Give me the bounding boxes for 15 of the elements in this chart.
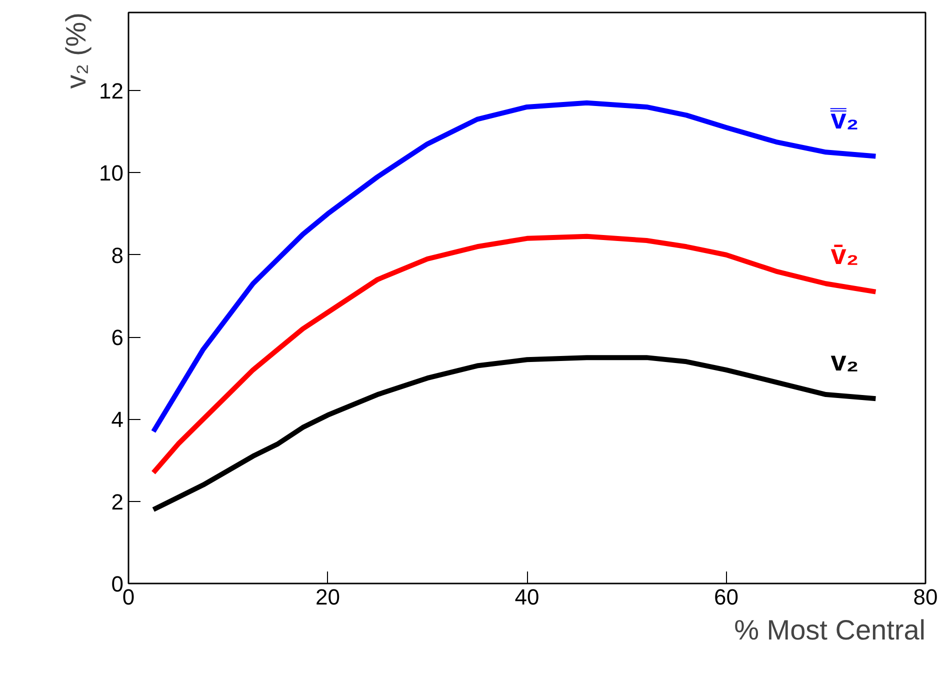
y-tick-label: 6 bbox=[111, 325, 124, 350]
y-tick-label: 2 bbox=[111, 489, 124, 514]
x-tick-label: 40 bbox=[514, 584, 540, 610]
series-label: v̿₂ bbox=[829, 103, 859, 134]
x-axis-title: % Most Central bbox=[734, 614, 926, 646]
y-tick-label: 12 bbox=[99, 78, 124, 104]
y-tick-label: 4 bbox=[111, 407, 124, 432]
series-label: v̄₂ bbox=[830, 238, 859, 270]
x-tick-label: 60 bbox=[714, 584, 738, 610]
y-tick-label: 8 bbox=[111, 242, 124, 268]
x-tick-label: 80 bbox=[913, 584, 938, 610]
y-tick-label: 10 bbox=[99, 160, 124, 186]
series-label: v₂ bbox=[830, 346, 859, 377]
x-tick-label: 20 bbox=[316, 584, 340, 610]
y-axis-title: v₂ (%) bbox=[60, 12, 92, 89]
